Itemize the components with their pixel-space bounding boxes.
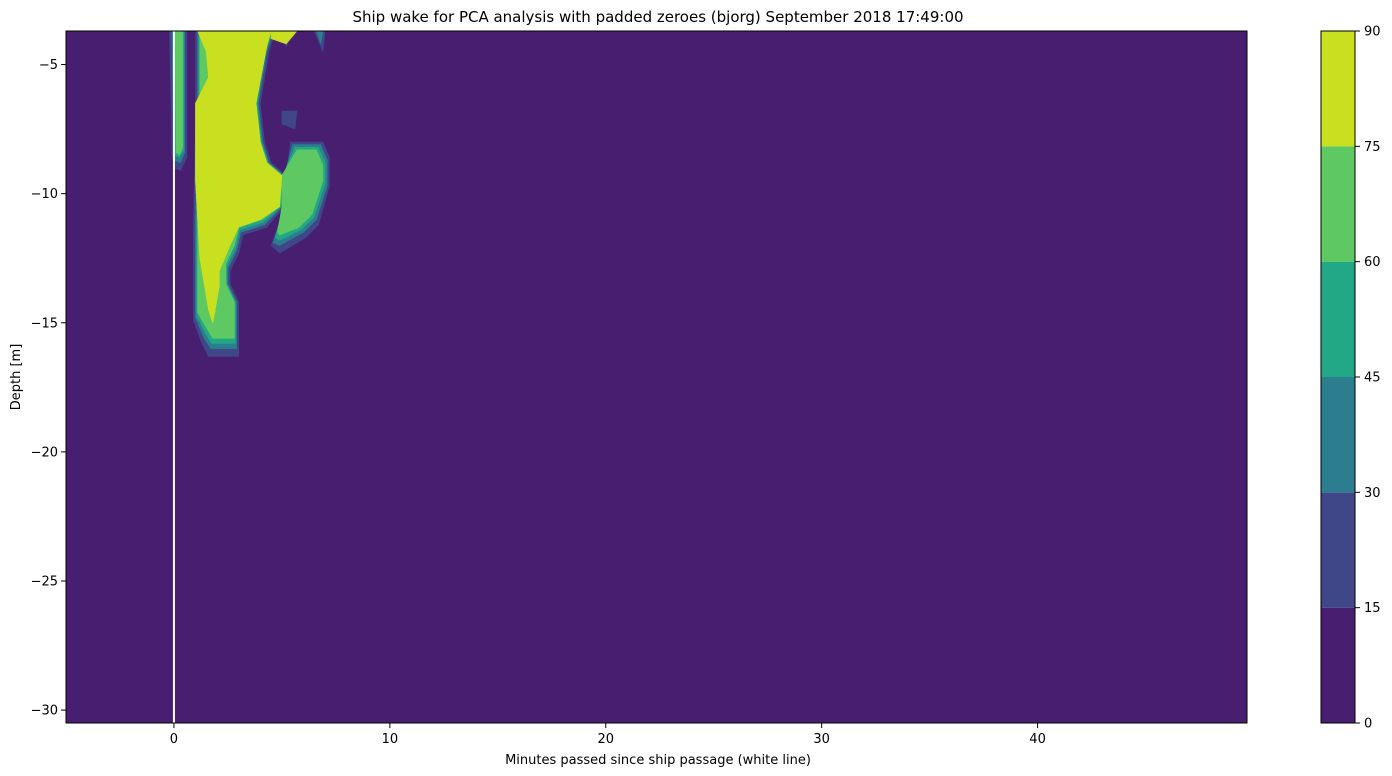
contour-region-75-1 (195, 31, 272, 313)
colorbar-tick-label: 75 (1364, 140, 1381, 155)
colorbar-ticks: 0 15 30 45 60 75 90 (1355, 25, 1381, 732)
x-tick-label: 40 (1029, 732, 1046, 747)
colorbar-tick-label: 45 (1364, 371, 1381, 386)
colorbar-band-60-75 (1321, 146, 1355, 262)
colorbar-tick-label: 0 (1364, 717, 1372, 732)
colorbar-band-45-60 (1321, 261, 1355, 377)
contour-region-15-3 (281, 110, 298, 130)
colorbar-tick-label: 30 (1364, 486, 1381, 501)
y-axis-label: Depth [m] (9, 344, 24, 411)
colorbar-tick-label: 60 (1364, 255, 1381, 270)
y-tick-label: −30 (31, 704, 58, 719)
y-tick-label: −25 (31, 574, 58, 589)
colorbar-tick-label: 15 (1364, 601, 1381, 616)
y-tick-label: −10 (31, 187, 58, 202)
y-tick-label: −15 (31, 316, 58, 331)
x-axis-ticks: 0 10 20 30 40 (170, 723, 1046, 747)
contour-region-60-1 (277, 149, 324, 236)
contour-layer (169, 31, 330, 357)
colorbar (1321, 31, 1355, 723)
colorbar-band-15-30 (1321, 492, 1355, 608)
x-tick-label: 20 (597, 732, 614, 747)
x-tick-label: 10 (382, 732, 399, 747)
contour-region-60-2 (174, 31, 183, 156)
plot-frame (65, 30, 1248, 724)
x-axis-label: Minutes passed since ship passage (white… (505, 753, 811, 768)
y-axis-ticks: −5 −10 −15 −20 −25 −30 (31, 58, 66, 719)
plot-area (66, 31, 1247, 723)
x-tick-label: 0 (170, 732, 178, 747)
y-tick-label: −5 (39, 58, 58, 73)
y-tick-label: −20 (31, 445, 58, 460)
colorbar-band-75-90 (1321, 31, 1355, 147)
x-tick-label: 30 (813, 732, 830, 747)
colorbar-band-30-45 (1321, 377, 1355, 493)
chart-title: Ship wake for PCA analysis with padded z… (352, 8, 963, 26)
colorbar-tick-label: 90 (1364, 25, 1381, 40)
colorbar-band-0-15 (1321, 607, 1355, 723)
contour-region-30-2 (316, 31, 324, 44)
